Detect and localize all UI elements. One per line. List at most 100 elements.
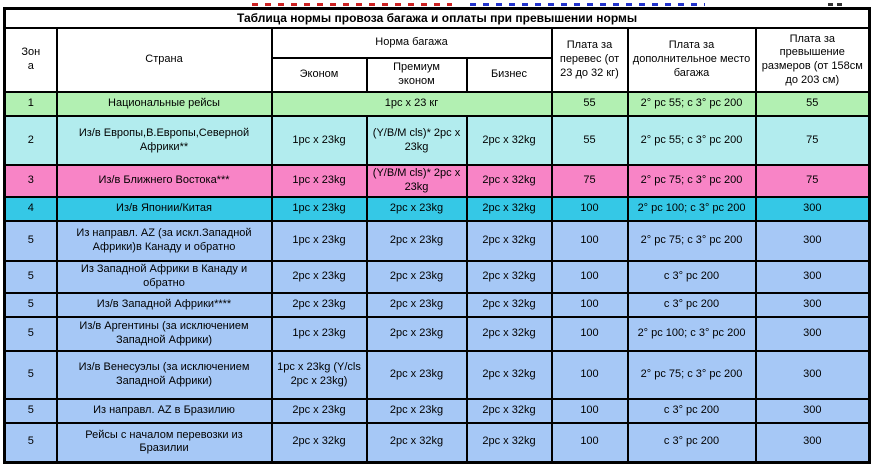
cell-extra-bag: с 3° pc 200: [626, 291, 757, 318]
clipped-blue-text: [470, 3, 705, 6]
cell-business: 2pc x 32kg: [465, 219, 553, 262]
cell-extra-bag: 2° pc 75; с 3° pc 200: [626, 164, 757, 198]
cell-extra-bag: 2° pc 100; с 3° pc 200: [626, 195, 757, 222]
cell-oversize: 300: [754, 219, 871, 262]
table-row: 3 Из/в Ближнего Востока*** 1pc x 23kg (Y…: [3, 164, 871, 198]
cell-zone: 5: [3, 421, 58, 464]
table-row: 5 Из/в Западной Африки**** 2pc x 23kg 2p…: [3, 291, 871, 318]
cell-overweight: 100: [550, 349, 629, 400]
cell-business: 2pc x 32kg: [465, 164, 553, 198]
cell-econom: 1pc x 23kg: [270, 195, 368, 222]
cell-overweight: 100: [550, 291, 629, 318]
cell-country: Национальные рейсы: [55, 91, 273, 117]
cell-extra-bag: 2° pc 55; с 3° pc 200: [626, 91, 757, 117]
cell-business: 2pc x 32kg: [465, 259, 553, 294]
cell-business: 2pc x 32kg: [465, 349, 553, 400]
cell-overweight: 100: [550, 315, 629, 352]
cell-country: Из/в Аргентины (за исключением Западной …: [55, 315, 273, 352]
cell-econom: 1pc x 23kg: [270, 164, 368, 198]
cell-econom: 1pc x 23kg (Y/cls 2pc x 23kg): [270, 349, 368, 400]
column-header-zone: Зона: [3, 27, 58, 93]
header-row-classes: Эконом Премиум эконом Бизнес: [5, 57, 870, 93]
table-row: 5 Из/в Венесуэлы (за исключением Западно…: [3, 349, 871, 400]
cell-oversize: 300: [754, 397, 871, 424]
cell-zone: 5: [3, 259, 58, 294]
cell-zone: 5: [3, 315, 58, 352]
table-title-row: Таблица нормы провоза багажа и оплаты пр…: [3, 7, 871, 29]
cell-oversize: 300: [754, 349, 871, 400]
baggage-table: Таблица нормы провоза багажа и оплаты пр…: [3, 7, 872, 464]
cell-zone: 5: [3, 349, 58, 400]
cell-oversize: 300: [754, 291, 871, 318]
clipped-red-text: [252, 3, 452, 6]
cell-business: 2pc x 32kg: [465, 291, 553, 318]
column-header-zone-label: Зона: [21, 46, 41, 72]
cell-econom: 2pc x 32kg: [270, 421, 368, 464]
cell-business: 2pc x 32kg: [465, 421, 553, 464]
cell-econom: 1pc x 23kg: [270, 315, 368, 352]
cell-extra-bag: с 3° pc 200: [626, 397, 757, 424]
cell-econom: 2pc x 23kg: [270, 397, 368, 424]
column-header-country: Страна: [55, 27, 273, 93]
cell-country: Из Западной Африки в Канаду и обратно: [55, 259, 273, 294]
column-header-premium-label: Премиум эконом: [393, 61, 440, 87]
cell-zone: 1: [3, 91, 58, 117]
cell-extra-bag: 2° pc 100; с 3° pc 200: [626, 315, 757, 352]
cell-zone: 4: [3, 195, 58, 222]
cell-extra-bag: с 3° pc 200: [626, 259, 757, 294]
cell-overweight: 55: [550, 115, 629, 166]
cell-premium: 2pc x 23kg: [365, 397, 468, 424]
cell-country: Рейсы с началом перевозки из Бразилии: [55, 421, 273, 464]
column-header-business: Бизнес: [465, 57, 553, 93]
cell-norm-all-classes: 1pc x 23 кг: [270, 91, 553, 117]
cell-overweight: 100: [550, 195, 629, 222]
cell-oversize: 75: [754, 164, 871, 198]
cell-business: 2pc x 32kg: [465, 397, 553, 424]
column-header-overweight: Плата за перевес (от 23 до 32 кг): [550, 27, 629, 93]
cell-overweight: 55: [550, 91, 629, 117]
cell-econom: 2pc x 23kg: [270, 259, 368, 294]
cell-country: Из/в Венесуэлы (за исключением Западной …: [55, 349, 273, 400]
table-row: 1 Национальные рейсы 1pc x 23 кг 55 2° p…: [3, 91, 871, 117]
cell-overweight: 100: [550, 397, 629, 424]
cell-business: 2pc x 32kg: [465, 115, 553, 166]
cell-premium: (Y/B/M cls)* 2pc x 23kg: [365, 115, 468, 166]
table-row: 4 Из/в Японии/Китая 1pc x 23kg 2pc x 23k…: [3, 195, 871, 222]
column-header-extra-bag: Плата за дополнительное место багажа: [626, 27, 757, 93]
cell-country: Из направл. AZ (за искл.Западной Африки)…: [55, 219, 273, 262]
cell-country: Из направл. AZ в Бразилию: [55, 397, 273, 424]
cell-overweight: 100: [550, 259, 629, 294]
column-header-premium-econom: Премиум эконом: [365, 57, 468, 93]
cell-zone: 2: [3, 115, 58, 166]
cell-overweight: 75: [550, 164, 629, 198]
column-header-econom: Эконом: [270, 57, 368, 93]
table-row: 5 Из направл. AZ (за искл.Западной Африк…: [3, 219, 871, 262]
cell-business: 2pc x 32kg: [465, 195, 553, 222]
cell-country: Из/в Японии/Китая: [55, 195, 273, 222]
table-row: 5 Рейсы с началом перевозки из Бразилии …: [3, 421, 871, 464]
table-row: 2 Из/в Европы,В.Европы,Северной Африки**…: [3, 115, 871, 166]
table-row: 5 Из направл. AZ в Бразилию 2pc x 23kg 2…: [3, 397, 871, 424]
column-header-norm-group: Норма багажа: [270, 27, 553, 59]
cell-business: 2pc x 32kg: [465, 315, 553, 352]
cell-zone: 5: [3, 219, 58, 262]
cell-zone: 5: [3, 291, 58, 318]
column-header-oversize: Плата за превышение размеров (от 158см д…: [754, 27, 871, 93]
cell-extra-bag: с 3° pc 200: [626, 421, 757, 464]
cell-econom: 1pc x 23kg: [270, 115, 368, 166]
table-title: Таблица нормы провоза багажа и оплаты пр…: [3, 7, 871, 29]
table-row: 5 Из/в Аргентины (за исключением Западно…: [3, 315, 871, 352]
cell-premium: 2pc x 32kg: [365, 421, 468, 464]
cell-extra-bag: 2° pc 75; с 3° pc 200: [626, 219, 757, 262]
cell-econom: 1pc x 23kg: [270, 219, 368, 262]
cell-oversize: 300: [754, 195, 871, 222]
cell-premium: 2pc x 23kg: [365, 219, 468, 262]
cell-econom: 2pc x 23kg: [270, 291, 368, 318]
cell-overweight: 100: [550, 421, 629, 464]
cell-oversize: 300: [754, 259, 871, 294]
cell-oversize: 75: [754, 115, 871, 166]
clipped-dark-text: [828, 3, 846, 6]
cell-zone: 5: [3, 397, 58, 424]
cell-premium: 2pc x 23kg: [365, 315, 468, 352]
cell-country: Из/в Западной Африки****: [55, 291, 273, 318]
